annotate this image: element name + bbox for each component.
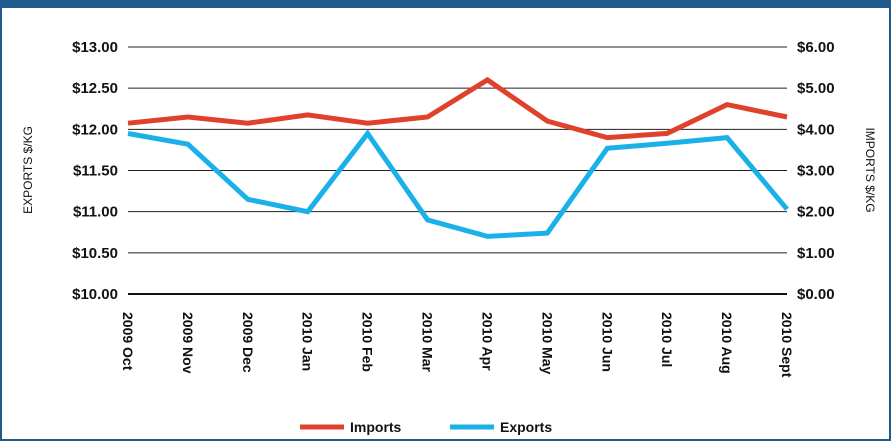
- right-axis-ticks: $0.00 $1.00 $2.00 $3.00 $4.00 $5.00 $6.00: [797, 39, 835, 303]
- category-label: 2010 Apr: [479, 312, 495, 371]
- left-axis-title: EXPORTS $/KG: [21, 126, 35, 214]
- legend: Imports Exports: [300, 419, 552, 435]
- series-lines: [127, 76, 789, 239]
- category-label: 2010 May: [539, 312, 555, 374]
- category-label: 2010 Mar: [420, 312, 436, 372]
- category-label: 2010 Jul: [659, 312, 675, 367]
- right-tick-label: $0.00: [797, 286, 835, 303]
- left-tick-label: $11.00: [73, 204, 118, 221]
- left-tick-label: $12.50: [72, 80, 118, 97]
- category-label: 2010 Sept: [779, 312, 795, 378]
- right-tick-label: $5.00: [797, 80, 835, 97]
- category-label: 2010 Jan: [300, 312, 316, 371]
- category-label: 2009 Nov: [180, 312, 196, 374]
- grid-lines: [128, 46, 787, 295]
- left-tick-label: $13.00: [72, 39, 118, 56]
- category-label: 2010 Feb: [360, 312, 376, 372]
- left-tick-label: $10.50: [72, 245, 118, 262]
- category-label: 2009 Oct: [120, 312, 136, 371]
- series-line-imports: [127, 76, 788, 141]
- left-axis-ticks: $10.00 $10.50 $11.00 $11.50 $12.00 $12.50 $13.…: [72, 39, 118, 303]
- left-tick-label: $12.00: [72, 121, 118, 138]
- right-axis-title: IMPORTS $/KG: [863, 127, 877, 212]
- category-label: 2009 Dec: [240, 312, 256, 373]
- legend-label-imports: Imports: [350, 419, 402, 435]
- chart-border: [0, 8, 891, 441]
- right-tick-label: $3.00: [797, 163, 835, 180]
- legend-label-exports: Exports: [500, 419, 552, 435]
- left-tick-label: $11.50: [73, 163, 118, 180]
- left-tick-label: $10.00: [72, 286, 118, 303]
- right-tick-label: $2.00: [797, 204, 835, 221]
- category-label: 2010 Aug: [719, 312, 735, 374]
- category-labels: 2009 Oct 2009 Nov 2009 Dec 2010 Jan 2010 Feb…: [120, 312, 795, 378]
- right-tick-label: $4.00: [797, 121, 835, 138]
- right-tick-label: $1.00: [797, 245, 835, 262]
- series-line-exports: [127, 129, 789, 239]
- right-tick-label: $6.00: [797, 39, 835, 56]
- header-bar: [0, 0, 891, 8]
- category-label: 2010 Jun: [599, 312, 615, 372]
